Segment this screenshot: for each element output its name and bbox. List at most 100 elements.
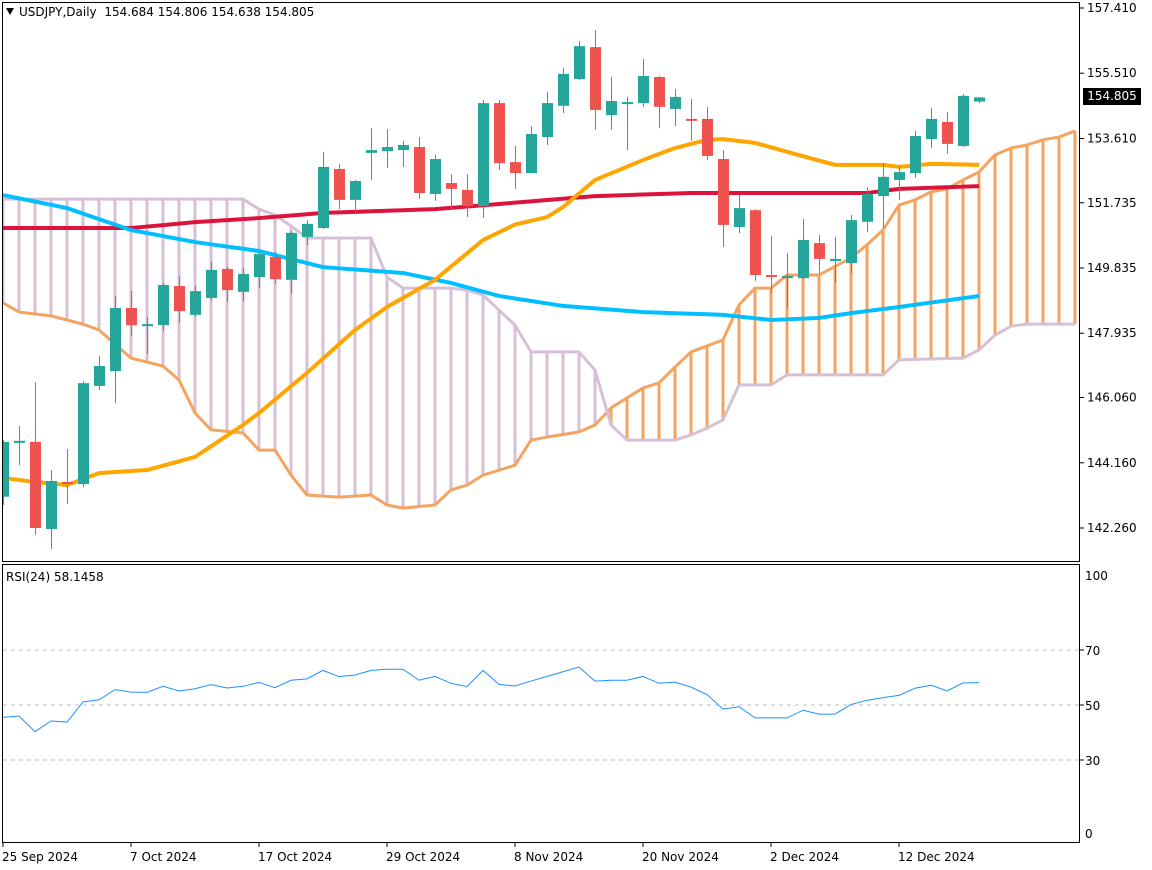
candle-body <box>606 101 617 116</box>
high-value: 154.806 <box>157 5 208 19</box>
candle <box>350 179 361 212</box>
candle <box>430 154 441 201</box>
candle <box>574 40 585 81</box>
candle-body <box>510 162 521 174</box>
ma-orange-line <box>3 137 980 488</box>
candle-body <box>382 147 393 152</box>
candle <box>654 75 665 129</box>
rsi-axis: 100 70 50 30 0 <box>1080 569 1108 841</box>
candle-body <box>798 240 809 279</box>
candle <box>830 236 841 283</box>
candle <box>670 89 681 127</box>
candle <box>494 99 505 171</box>
candle <box>62 449 73 504</box>
ma-cyan-line <box>3 193 980 323</box>
candle <box>750 209 761 281</box>
candle <box>590 29 601 130</box>
candle <box>174 276 185 324</box>
candle-body <box>206 269 217 299</box>
candle <box>846 214 857 273</box>
time-tick-label: 7 Oct 2024 <box>130 850 197 864</box>
moving-averages <box>3 137 980 488</box>
rsi-tick-label: 70 <box>1085 644 1100 658</box>
candle-body <box>974 97 985 102</box>
candle <box>478 99 489 219</box>
candle-body <box>782 276 793 279</box>
candle <box>206 261 217 301</box>
time-tick-label: 17 Oct 2024 <box>258 850 332 864</box>
candle <box>462 174 473 218</box>
candle <box>910 130 921 178</box>
chart-header: USDJPY,Daily 154.684 154.806 154.638 154… <box>6 5 314 19</box>
candle-body <box>734 208 745 227</box>
candle-body <box>878 176 889 197</box>
candle-body <box>622 102 633 105</box>
candle-body <box>846 220 857 264</box>
candle <box>382 129 393 168</box>
open-value: 154.684 <box>104 5 154 19</box>
candles <box>3 29 985 549</box>
candle-body <box>478 103 489 207</box>
rsi-tick-label: 0 <box>1085 827 1093 841</box>
candle <box>158 282 169 332</box>
candle <box>814 234 825 275</box>
candle <box>766 235 777 293</box>
candle <box>638 59 649 107</box>
collapse-triangle-down-icon[interactable] <box>6 8 14 15</box>
candle <box>30 382 41 535</box>
price-tick-label: 155.510 <box>1087 66 1137 80</box>
candle <box>718 150 729 247</box>
candle <box>510 145 521 189</box>
candle-body <box>14 440 25 443</box>
candle-body <box>654 76 665 107</box>
rsi-label: RSI(24) <box>6 570 51 584</box>
candle-body <box>446 183 457 189</box>
last-price-label: 154.805 <box>1083 88 1141 105</box>
rsi-line <box>3 666 980 733</box>
candle <box>862 187 873 233</box>
candle-body <box>126 307 137 326</box>
candle-body <box>398 144 409 151</box>
candle <box>622 96 633 151</box>
candle <box>78 381 89 488</box>
candle-body <box>30 441 41 528</box>
candle <box>782 253 793 310</box>
candle-body <box>750 210 761 276</box>
rsi-tick-label: 30 <box>1085 754 1100 768</box>
candle-body <box>46 480 57 530</box>
candle <box>94 356 105 391</box>
candle-body <box>142 324 153 327</box>
candle-body <box>910 136 921 174</box>
candle-body <box>766 275 777 278</box>
candle <box>126 291 137 337</box>
rsi-tick-label: 100 <box>1085 569 1108 583</box>
candle-body <box>430 159 441 195</box>
candle <box>686 98 697 141</box>
price-tick-label: 149.835 <box>1087 261 1137 275</box>
candle <box>878 163 889 229</box>
candle-body <box>238 274 249 292</box>
main-chart-border <box>2 2 1080 562</box>
candle <box>270 252 281 284</box>
candle <box>142 316 153 354</box>
time-tick-label: 20 Nov 2024 <box>642 850 719 864</box>
candle-body <box>670 96 681 109</box>
time-axis: 25 Sep 2024 7 Oct 2024 17 Oct 2024 29 Oct 2… <box>2 843 975 864</box>
candle <box>302 220 313 245</box>
candle-body <box>526 133 537 174</box>
candle-body <box>190 291 201 315</box>
candle <box>3 440 9 506</box>
candle-body <box>254 254 265 278</box>
candle <box>894 165 905 200</box>
candle <box>398 140 409 167</box>
senkou-span-a-line <box>3 129 1076 510</box>
candle-body <box>686 118 697 121</box>
candle-body <box>350 180 361 200</box>
candle <box>702 106 713 161</box>
candle-body <box>590 47 601 110</box>
time-tick-label: 2 Dec 2024 <box>770 850 839 864</box>
candle-body <box>174 286 185 312</box>
candle <box>110 295 121 404</box>
candle-body <box>366 150 377 153</box>
